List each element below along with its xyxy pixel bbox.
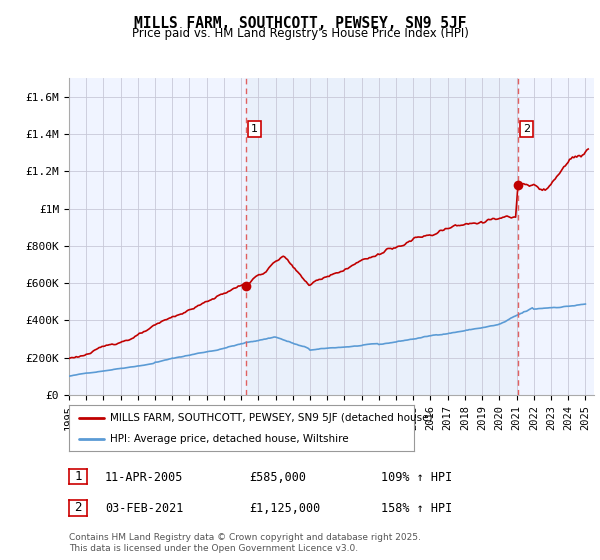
- Text: 158% ↑ HPI: 158% ↑ HPI: [381, 502, 452, 515]
- Text: MILLS FARM, SOUTHCOTT, PEWSEY, SN9 5JF: MILLS FARM, SOUTHCOTT, PEWSEY, SN9 5JF: [134, 16, 466, 31]
- Text: 11-APR-2005: 11-APR-2005: [105, 470, 184, 484]
- Text: MILLS FARM, SOUTHCOTT, PEWSEY, SN9 5JF (detached house): MILLS FARM, SOUTHCOTT, PEWSEY, SN9 5JF (…: [110, 413, 433, 423]
- Bar: [246, 78, 518, 395]
- Text: 03-FEB-2021: 03-FEB-2021: [105, 502, 184, 515]
- Text: HPI: Average price, detached house, Wiltshire: HPI: Average price, detached house, Wilt…: [110, 435, 349, 444]
- Text: 1: 1: [251, 124, 258, 134]
- Text: 1: 1: [74, 470, 82, 483]
- Text: Contains HM Land Registry data © Crown copyright and database right 2025.
This d: Contains HM Land Registry data © Crown c…: [69, 533, 421, 553]
- Text: £585,000: £585,000: [249, 470, 306, 484]
- Text: 2: 2: [523, 124, 530, 134]
- Text: £1,125,000: £1,125,000: [249, 502, 320, 515]
- Text: 2: 2: [74, 501, 82, 515]
- Text: 109% ↑ HPI: 109% ↑ HPI: [381, 470, 452, 484]
- Text: Price paid vs. HM Land Registry's House Price Index (HPI): Price paid vs. HM Land Registry's House …: [131, 27, 469, 40]
